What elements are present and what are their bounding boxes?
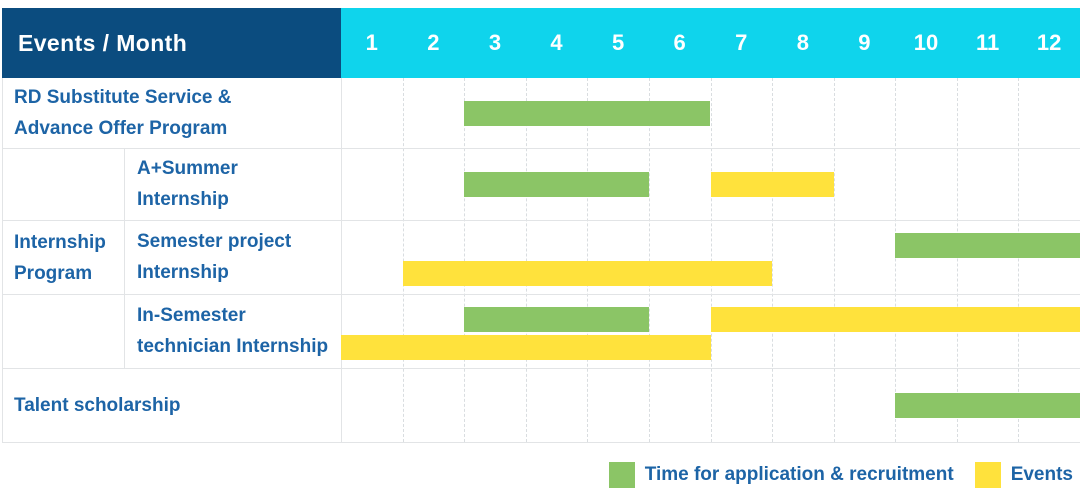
grid-line-vertical — [402, 78, 404, 442]
grid-line-vertical — [587, 78, 589, 442]
label-months-divider — [341, 78, 342, 442]
month-header-4: 4 — [550, 30, 563, 55]
grid-line-vertical — [833, 78, 835, 442]
month-header-5: 5 — [611, 30, 625, 55]
legend-item-events: Events — [974, 461, 1073, 488]
row-label-line: Internship — [137, 189, 229, 210]
month-header-10: 10 — [913, 30, 939, 55]
bar-events — [341, 335, 711, 360]
bar-application — [895, 392, 1080, 418]
grid-line-horizontal — [2, 294, 1080, 295]
row-label-1: RD Substitute Service & Advance Offer Pro… — [14, 78, 232, 148]
grid-line-vertical — [464, 78, 466, 442]
group-label-line: Internship — [14, 232, 106, 253]
bar-application — [895, 233, 1080, 258]
row-label-line: Talent scholarship — [14, 394, 181, 416]
row-label-line: technician Internship — [137, 336, 329, 357]
bar-events — [710, 171, 834, 197]
grid-line-vertical — [525, 78, 527, 442]
group-sublabel-divider — [124, 148, 125, 368]
grid-line-vertical — [956, 78, 958, 442]
row-label-2: A+Summer Internship — [137, 148, 238, 220]
row-label-line: In-Semester — [137, 305, 246, 326]
row-label-3: Semester project Internship — [137, 220, 291, 294]
month-header-9: 9 — [858, 30, 871, 55]
chart-legend: Time for application & recruitment Event… — [608, 461, 1073, 488]
legend-swatch-application — [608, 461, 635, 488]
month-header-11: 11 — [975, 30, 1000, 55]
row-label-line: Semester project — [137, 231, 292, 252]
grid-line-vertical — [895, 78, 897, 442]
row-label-line: Advance Offer Program — [14, 118, 228, 139]
grid-line-vertical — [1018, 78, 1020, 442]
grid-line-horizontal — [2, 148, 1080, 149]
bar-events — [710, 307, 1080, 332]
row-label-line: A+Summer — [137, 158, 238, 179]
table-left-border — [2, 78, 3, 442]
month-header-3: 3 — [488, 30, 502, 55]
month-header-1: 1 — [365, 30, 378, 55]
bar-application — [464, 100, 711, 126]
legend-item-application: Time for application & recruitment — [608, 461, 954, 488]
grid-line-vertical — [772, 78, 774, 442]
month-header-2: 2 — [427, 30, 440, 55]
grid-line-horizontal — [2, 220, 1080, 221]
legend-label-events: Events — [1010, 463, 1073, 485]
month-header-6: 6 — [673, 30, 686, 55]
month-header-8: 8 — [796, 30, 809, 55]
month-header-12: 12 — [1036, 30, 1062, 55]
table-bottom-border — [2, 442, 1080, 443]
bar-application — [464, 171, 649, 197]
group-label-line: Program — [14, 263, 93, 284]
row-label-line: RD Substitute Service & — [14, 87, 232, 108]
legend-swatch-events — [974, 461, 1001, 488]
row-label-5: Talent scholarship — [14, 368, 180, 442]
month-header-7: 7 — [735, 30, 748, 55]
month-header-row: 1 2 3 4 5 6 7 8 9 10 11 12 — [341, 8, 1080, 78]
row-label-line: Internship — [137, 262, 229, 283]
bar-events — [402, 261, 773, 286]
grid-line-vertical — [710, 78, 712, 442]
legend-label-application: Time for application & recruitment — [644, 463, 954, 485]
row-label-4: In-Semester technician Internship — [137, 294, 328, 368]
table-header-title: Events / Month — [2, 8, 341, 78]
grid-line-vertical — [648, 78, 650, 442]
grid-line-horizontal — [2, 368, 1080, 369]
group-label: Internship Program — [14, 148, 106, 368]
bar-application — [464, 307, 649, 332]
